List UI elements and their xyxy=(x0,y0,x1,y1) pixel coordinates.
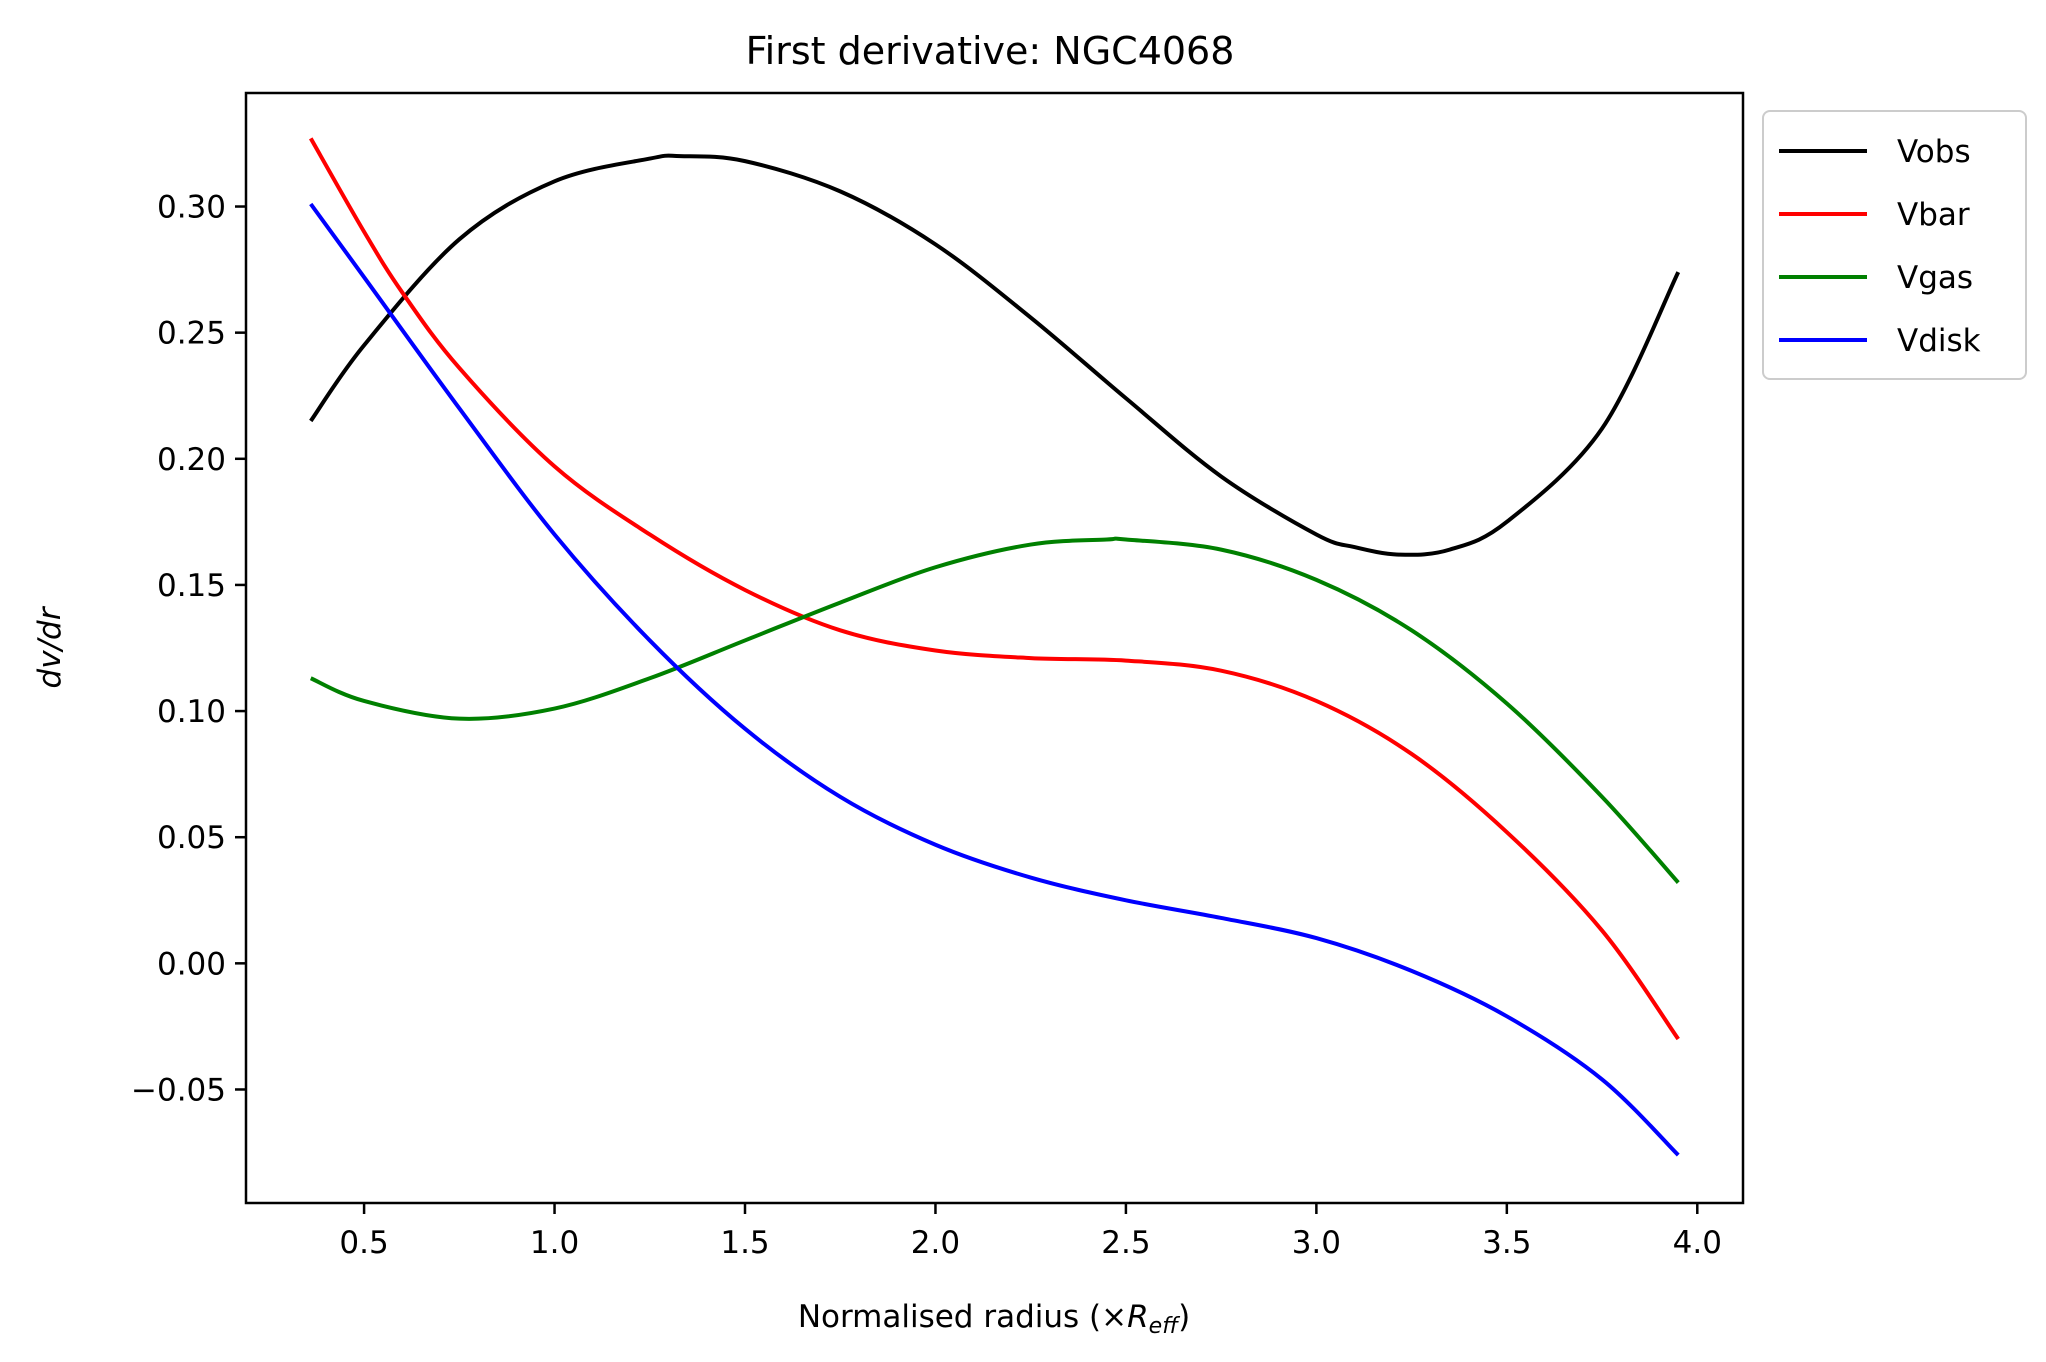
x-axis-label: Normalised radius (×Reff) xyxy=(798,1299,1190,1339)
x-tick-label: 3.5 xyxy=(1482,1225,1531,1261)
y-tick-label: 0.20 xyxy=(157,442,226,478)
legend-items: Vobs Vbar Vgas Vdisk xyxy=(1779,134,1981,359)
y-axis: −0.05 0.00 0.05 0.10 0.15 0.20 0.25 0.30 xyxy=(131,190,246,1108)
x-axis: 0.5 1.0 1.5 2.0 2.5 3.0 3.5 4.0 xyxy=(339,1203,1722,1261)
y-tick-label: −0.05 xyxy=(131,1072,226,1108)
y-tick-label: 0.10 xyxy=(157,694,226,730)
y-axis-label: dv/dr xyxy=(32,605,68,688)
legend-label-vbar: Vbar xyxy=(1897,197,1970,233)
y-tick-label: 0.05 xyxy=(157,820,226,856)
chart-title: First derivative: NGC4068 xyxy=(746,29,1235,73)
x-tick-label: 1.5 xyxy=(720,1225,769,1261)
x-tick-label: 1.0 xyxy=(530,1225,579,1261)
series-line-vdisk xyxy=(309,202,1680,1157)
series-line-vgas xyxy=(309,536,1680,884)
x-tick-label: 2.5 xyxy=(1101,1225,1150,1261)
y-tick-label: 0.30 xyxy=(157,190,226,226)
series-line-vbar xyxy=(309,137,1680,1041)
legend-label-vdisk: Vdisk xyxy=(1897,323,1981,359)
x-tick-label: 4.0 xyxy=(1673,1225,1722,1261)
y-tick-label: 0.25 xyxy=(157,316,226,352)
y-tick-label: 0.15 xyxy=(157,568,226,604)
y-tick-label: 0.00 xyxy=(157,946,226,982)
axes-frame xyxy=(244,91,1745,1205)
plot-area xyxy=(244,91,1745,1205)
legend-label-vobs: Vobs xyxy=(1897,134,1971,170)
x-tick-label: 2.0 xyxy=(911,1225,960,1261)
series-line-vobs xyxy=(309,153,1681,557)
legend-box xyxy=(1762,110,2027,380)
legend: Vobs Vbar Vgas Vdisk xyxy=(1762,110,2027,380)
legend-label-vgas: Vgas xyxy=(1897,260,1973,296)
series-layer xyxy=(309,137,1681,1157)
x-tick-label: 0.5 xyxy=(339,1225,388,1261)
x-tick-label: 3.0 xyxy=(1292,1225,1341,1261)
